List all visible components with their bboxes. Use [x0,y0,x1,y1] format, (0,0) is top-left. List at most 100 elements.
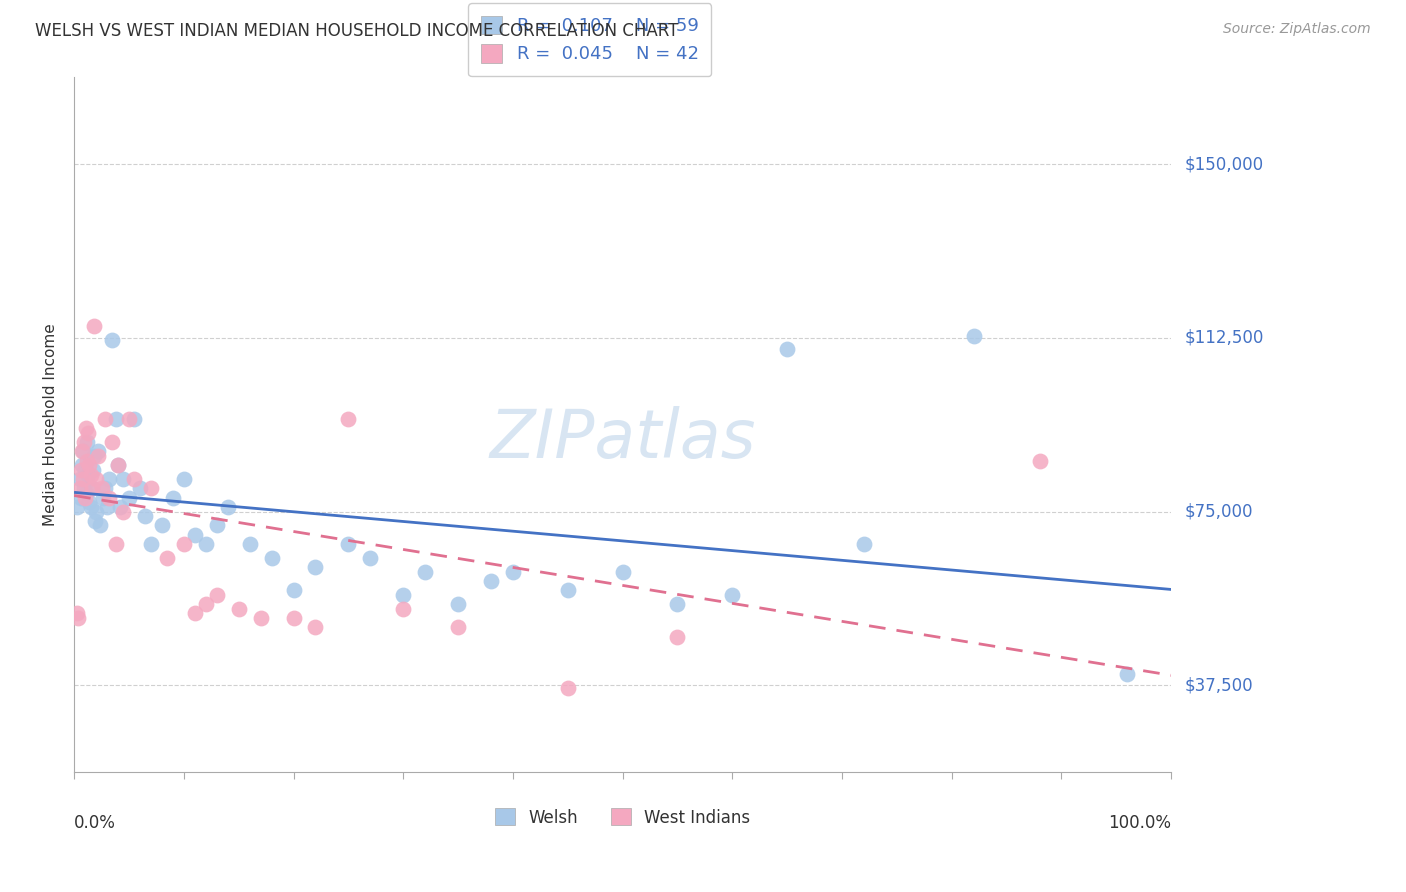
Point [108,500,131,514]
Point [666,630,689,644]
Point [228,602,250,616]
Point [66,607,89,621]
Point [84,472,107,486]
Point [79,467,101,482]
Text: WELSH VS WEST INDIAN MEDIAN HOUSEHOLD INCOME CORRELATION CHART: WELSH VS WEST INDIAN MEDIAN HOUSEHOLD IN… [35,22,679,40]
Point [83,319,105,334]
Point [84,514,107,528]
Point [447,620,470,634]
Point [666,597,689,611]
Point [124,412,146,426]
Point [249,611,271,625]
Point [304,620,326,634]
Point [557,681,579,695]
Point [98,472,121,486]
Point [96,500,118,514]
Text: 100.0%: 100.0% [1108,814,1171,831]
Point [87,449,110,463]
Point [69,472,91,486]
Point [75,486,97,500]
Text: $112,500: $112,500 [1185,329,1264,347]
Point [337,412,360,426]
Point [72,444,94,458]
Point [304,560,326,574]
Point [80,482,103,496]
Point [104,412,127,426]
Point [194,597,217,611]
Point [69,463,91,477]
Point [118,412,141,426]
Point [612,565,634,579]
Point [112,505,135,519]
Point [101,333,124,347]
Point [98,491,121,505]
Point [83,449,105,463]
Point [75,463,97,477]
Point [162,491,184,505]
Point [90,482,112,496]
Point [101,435,124,450]
Point [502,565,524,579]
Text: $75,000: $75,000 [1185,502,1254,521]
Point [337,537,360,551]
Point [76,453,98,467]
Point [392,602,415,616]
Point [239,537,262,551]
Point [79,500,101,514]
Point [283,583,305,598]
Text: ZIPatlas: ZIPatlas [489,406,756,472]
Text: $37,500: $37,500 [1185,676,1254,694]
Point [70,458,93,473]
Point [73,482,96,496]
Point [205,518,228,533]
Point [963,328,986,343]
Point [91,491,114,505]
Point [413,565,436,579]
Point [77,425,100,440]
Point [134,509,156,524]
Point [776,343,799,357]
Point [75,491,97,505]
Point [447,597,470,611]
Point [194,537,217,551]
Point [124,472,146,486]
Point [139,537,162,551]
Point [392,588,415,602]
Point [69,482,91,496]
Point [80,482,103,496]
Point [94,412,117,426]
Point [79,495,101,509]
Point [260,550,283,565]
Legend: Welsh, West Indians: Welsh, West Indians [488,802,758,833]
Point [94,482,117,496]
Point [73,435,96,450]
Point [66,500,89,514]
Point [156,550,179,565]
Point [283,611,305,625]
Point [67,611,90,625]
Point [69,491,91,505]
Point [112,472,135,486]
Point [217,500,239,514]
Point [173,537,195,551]
Point [107,458,129,473]
Point [184,607,207,621]
Text: 0.0%: 0.0% [75,814,115,831]
Point [205,588,228,602]
Point [721,588,744,602]
Point [84,505,107,519]
Point [104,537,127,551]
Point [173,472,195,486]
Point [129,482,152,496]
Point [1116,666,1139,681]
Point [853,537,876,551]
Point [184,527,207,541]
Point [87,444,110,458]
Y-axis label: Median Household Income: Median Household Income [44,324,58,526]
Point [76,435,98,450]
Point [77,467,100,482]
Point [118,491,141,505]
Point [107,458,129,473]
Point [70,444,93,458]
Text: $150,000: $150,000 [1185,155,1264,173]
